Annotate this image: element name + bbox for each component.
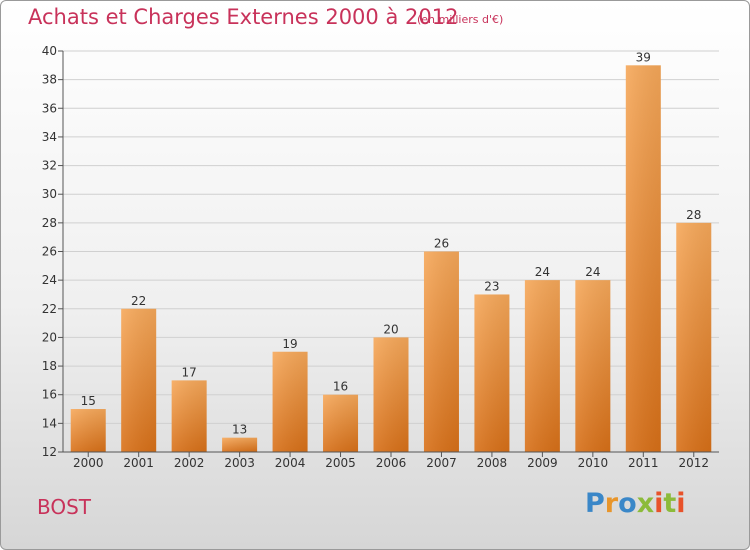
x-tick-label: 2009 [527, 456, 558, 470]
y-tick-label: 20 [42, 330, 57, 344]
y-tick-label: 34 [42, 130, 57, 144]
chart-title: Achats et Charges Externes 2000 à 2012 [28, 5, 459, 29]
proxiti-logo: Proxiti [585, 488, 686, 519]
x-tick-label: 2012 [678, 456, 709, 470]
x-tick-label: 2002 [174, 456, 205, 470]
bars [70, 65, 712, 453]
x-tick-label: 2008 [477, 456, 508, 470]
bar-value-label: 15 [81, 394, 96, 408]
bar-shade [323, 394, 359, 452]
bar-value-label: 24 [535, 265, 550, 279]
bar-shade [171, 380, 207, 452]
y-tick-label: 36 [42, 101, 57, 115]
bar-shade [423, 251, 459, 452]
bar-shade [524, 280, 560, 452]
y-tick-label: 30 [42, 187, 57, 201]
y-tick-label: 14 [42, 416, 57, 430]
bar-shade [676, 222, 712, 452]
bar-shade [121, 308, 157, 452]
bar-value-label: 24 [585, 265, 600, 279]
bar-shade [222, 437, 258, 452]
y-tick-label: 28 [42, 216, 57, 230]
bar-shade [70, 409, 106, 452]
y-tick-label: 40 [42, 44, 57, 58]
bar-value-label: 16 [333, 380, 348, 394]
bar-shade [373, 337, 409, 452]
x-tick-label: 2003 [224, 456, 255, 470]
x-tick-label: 2005 [325, 456, 356, 470]
y-axis-ticks: 12 14 16 18 20 22 24 26 28 30 32 34 36 38 40 [42, 44, 63, 459]
x-tick-label: 2000 [73, 456, 104, 470]
bar-value-label: 22 [131, 294, 146, 308]
bar-value-label: 20 [383, 322, 398, 336]
bar-shade [575, 280, 611, 452]
bar-shade [272, 351, 308, 452]
y-tick-label: 16 [42, 388, 57, 402]
x-tick-label: 2006 [376, 456, 407, 470]
chart-unit: (en milliers d'€) [417, 13, 504, 26]
y-tick-label: 12 [42, 445, 57, 459]
bar-value-label: 23 [484, 279, 499, 293]
y-tick-label: 38 [42, 73, 57, 87]
bar-value-label: 13 [232, 423, 247, 437]
bar-shade [474, 294, 510, 452]
x-tick-label: 2007 [426, 456, 457, 470]
bar-value-label: 39 [636, 50, 651, 64]
x-axis-ticks: 2000 2001 2002 2003 2004 2005 2006 2007 2008 2009… [73, 452, 709, 470]
y-tick-label: 26 [42, 245, 57, 259]
x-tick-label: 2011 [628, 456, 659, 470]
x-tick-label: 2010 [578, 456, 609, 470]
bar-value-label: 26 [434, 237, 449, 251]
bar-value-labels: 15 22 17 13 19 16 20 26 23 24 24 39 28 [81, 50, 702, 436]
y-tick-label: 18 [42, 359, 57, 373]
x-tick-label: 2004 [275, 456, 306, 470]
bar-value-label: 28 [686, 208, 701, 222]
y-tick-label: 22 [42, 302, 57, 316]
bar-value-label: 19 [282, 337, 297, 351]
y-tick-label: 32 [42, 159, 57, 173]
x-tick-label: 2001 [123, 456, 154, 470]
commune-name: BOST [37, 495, 92, 519]
y-tick-label: 24 [42, 273, 57, 287]
bar-shade [625, 65, 661, 453]
bar-value-label: 17 [182, 365, 197, 379]
